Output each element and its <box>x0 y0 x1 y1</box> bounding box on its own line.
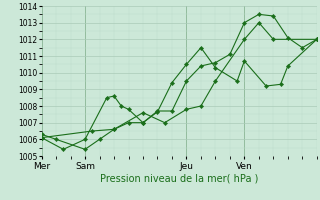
X-axis label: Pression niveau de la mer( hPa ): Pression niveau de la mer( hPa ) <box>100 173 258 183</box>
